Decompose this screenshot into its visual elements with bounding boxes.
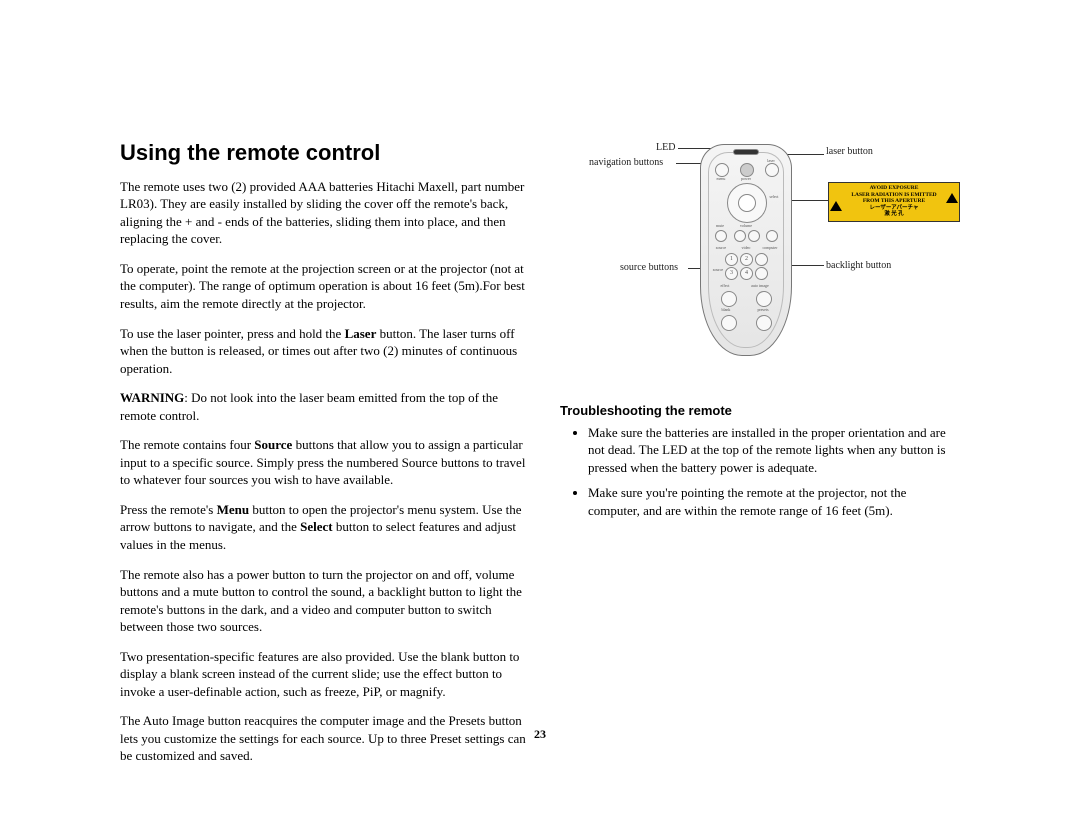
body-para-4: WARNING: Do not look into the laser beam… [120, 389, 530, 424]
page-number: 23 [534, 726, 546, 742]
body-para-9: The Auto Image button reacquires the com… [120, 712, 530, 765]
callout-led: LED [656, 142, 675, 153]
remote-illustration: menu laser power select volume mute sour… [700, 144, 792, 356]
body-para-5: The remote contains four Source buttons … [120, 436, 530, 489]
body-para-8: Two presentation-specific features are a… [120, 648, 530, 701]
body-para-1: The remote uses two (2) provided AAA bat… [120, 178, 530, 248]
list-item: Make sure you're pointing the remote at … [588, 484, 960, 519]
body-para-6: Press the remote's Menu button to open t… [120, 501, 530, 554]
callout-nav: navigation buttons [589, 157, 663, 168]
laser-warning-label: AVOID EXPOSURE LASER RADIATION IS EMITTE… [828, 182, 960, 222]
body-para-3: To use the laser pointer, press and hold… [120, 325, 530, 378]
troubleshooting-heading: Troubleshooting the remote [560, 402, 960, 420]
list-item: Make sure the batteries are installed in… [588, 424, 960, 477]
troubleshooting-list: Make sure the batteries are installed in… [560, 424, 960, 520]
callout-laser: laser button [826, 146, 873, 157]
callout-src: source buttons [620, 262, 678, 273]
body-para-2: To operate, point the remote at the proj… [120, 260, 530, 313]
callout-backlight: backlight button [826, 260, 891, 271]
body-para-7: The remote also has a power button to tu… [120, 566, 530, 636]
page-title: Using the remote control [120, 138, 530, 168]
remote-diagram: LED navigation buttons source buttons la… [560, 142, 960, 392]
